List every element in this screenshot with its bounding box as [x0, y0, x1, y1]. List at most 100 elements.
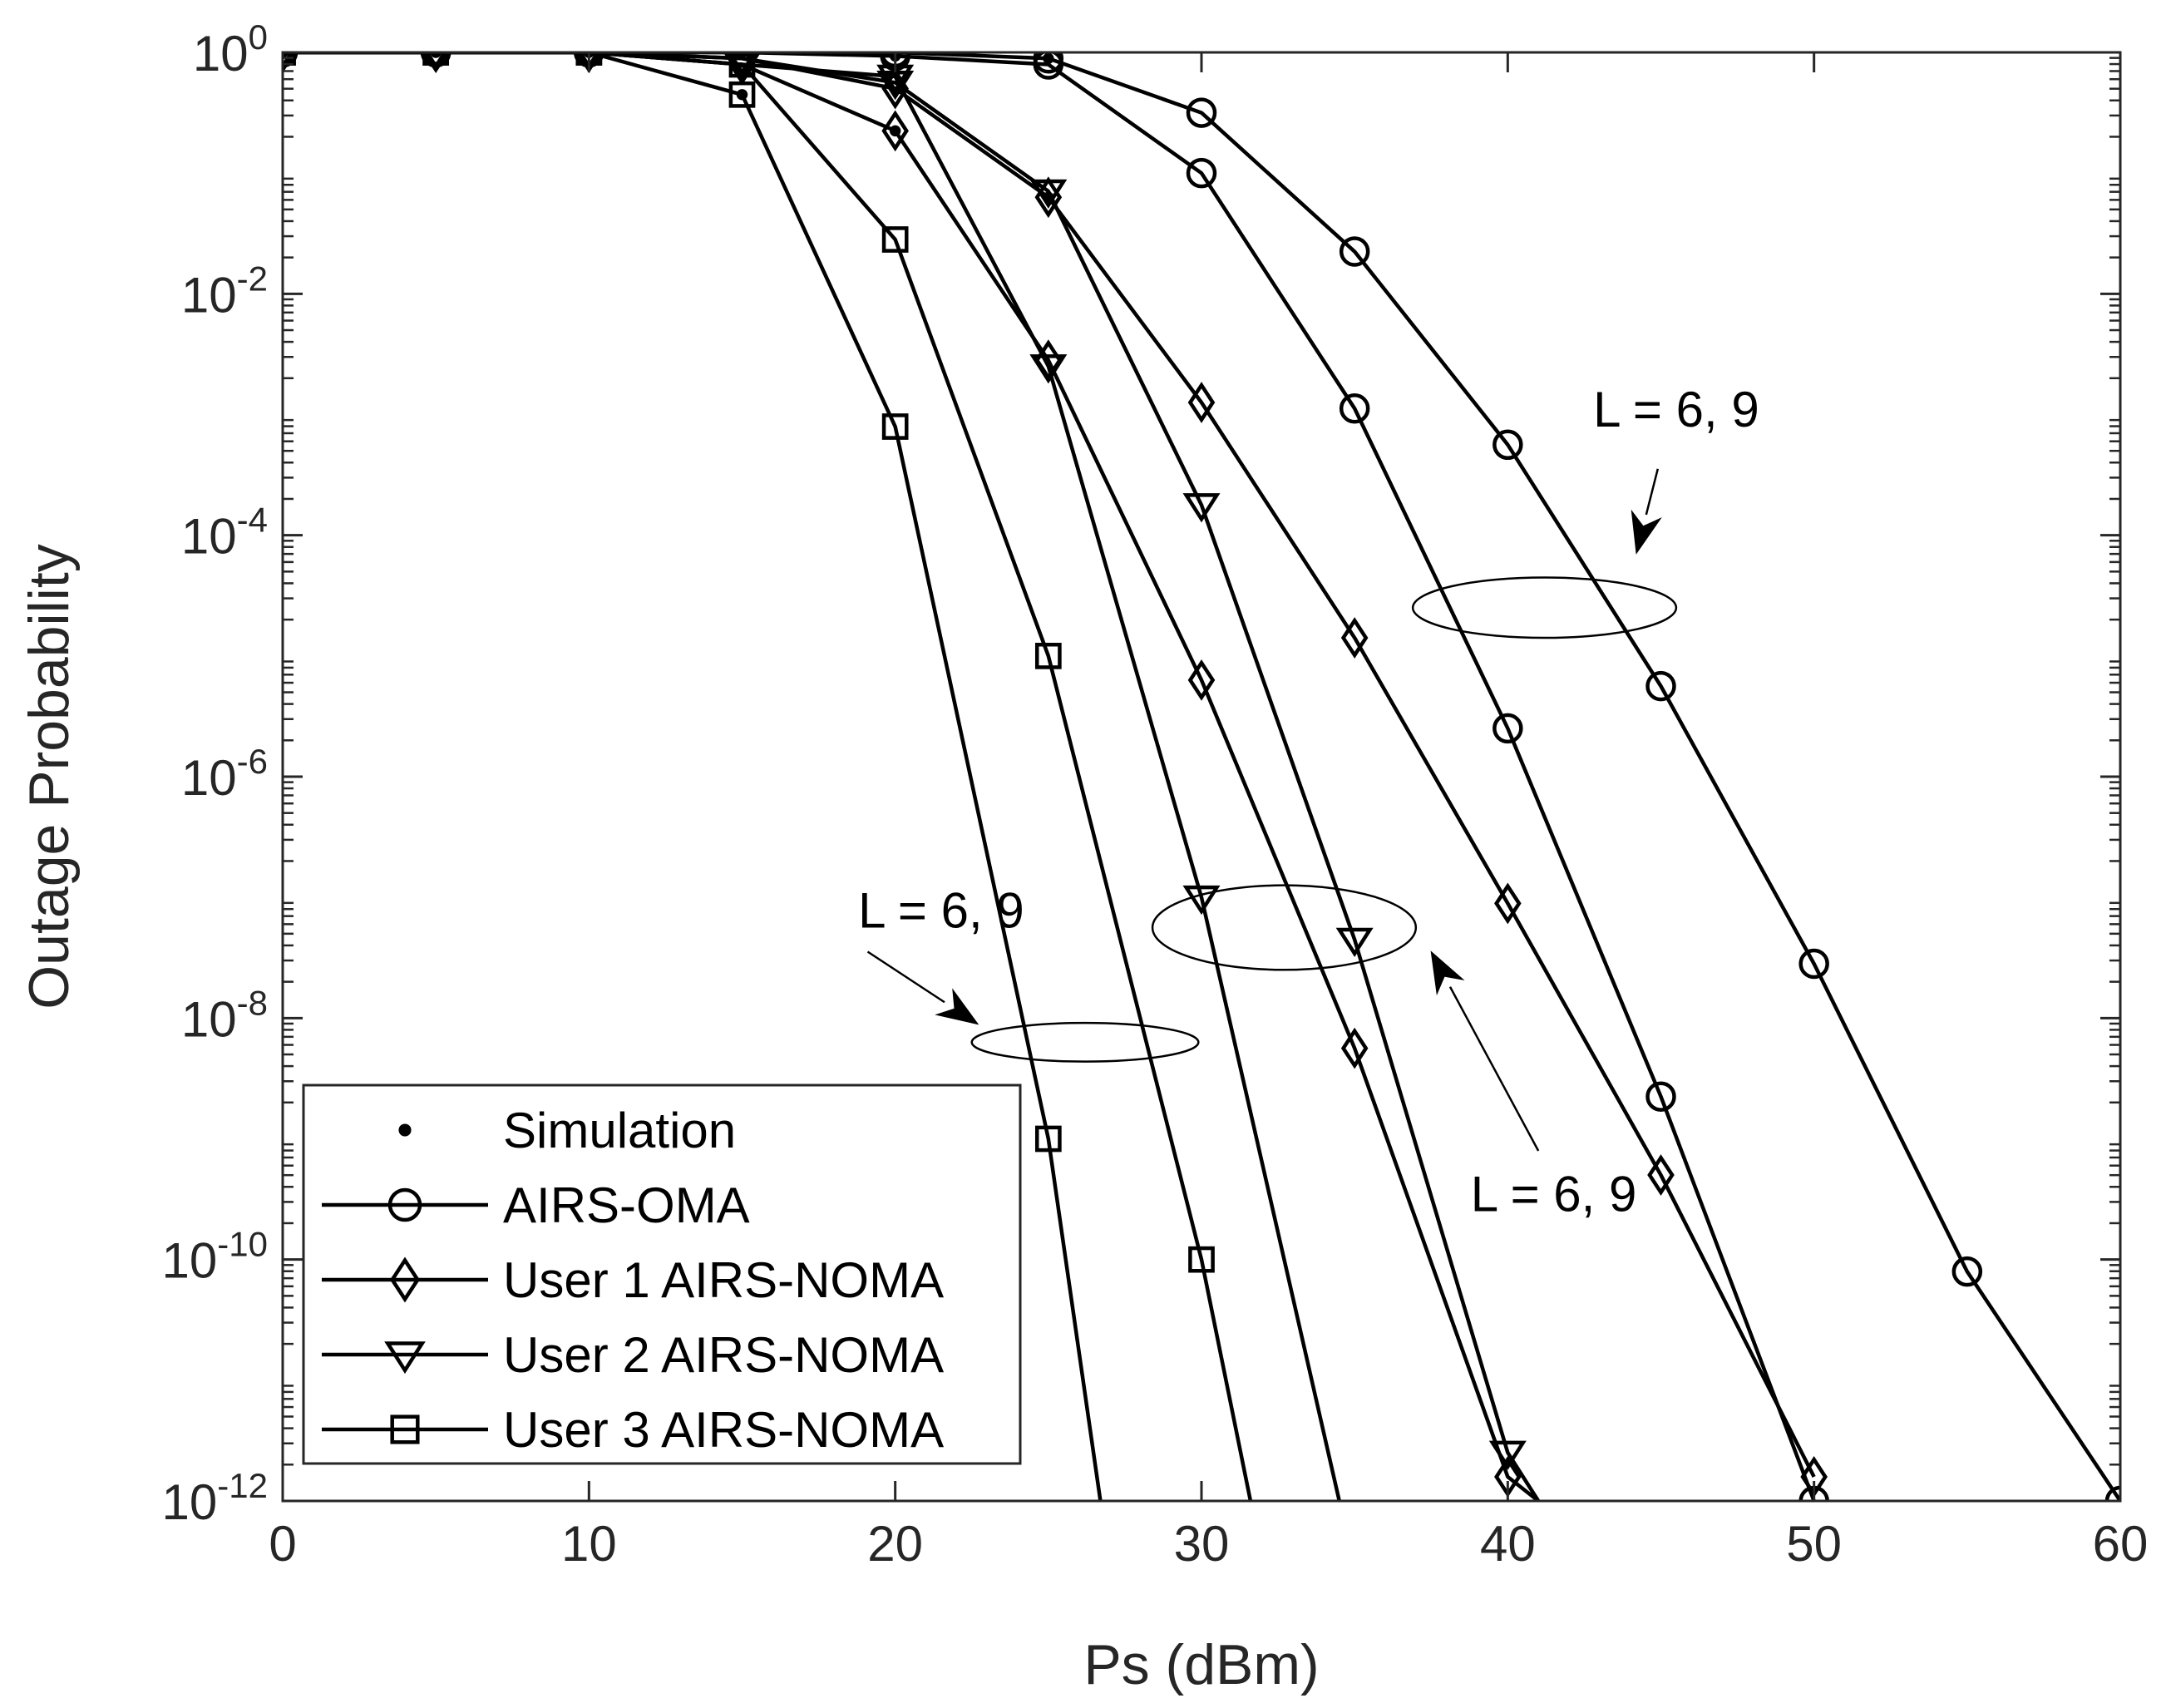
annotation-label: L = 6, 9 — [858, 882, 1024, 938]
data-point-circle — [1186, 157, 1217, 189]
series-line — [283, 52, 1341, 1501]
series-line — [283, 52, 1540, 1501]
legend-marker-dot — [398, 1123, 412, 1137]
data-point-triangle-down — [1029, 354, 1068, 384]
data-point-triangle-down — [1029, 179, 1068, 209]
data-point-circle — [1493, 713, 1523, 744]
x-tick-label: 50 — [1786, 1516, 1842, 1572]
data-point-diamond — [1340, 617, 1369, 659]
annotation-ellipse — [1411, 576, 1678, 639]
x-tick-label: 40 — [1480, 1516, 1536, 1572]
y-tick-label: 10-4 — [181, 501, 268, 565]
simulation-point — [1043, 52, 1054, 64]
legend-label: User 2 AIRS-NOMA — [503, 1327, 944, 1383]
simulation-point — [430, 52, 442, 58]
series-line — [283, 52, 1541, 1501]
legend-entry-diamond: User 1 AIRS-NOMA — [322, 1252, 944, 1308]
data-point-circle — [1798, 948, 1829, 980]
data-point-square — [728, 81, 756, 108]
annotation-ellipse — [1151, 884, 1418, 971]
annotation-2: L = 6, 9 — [858, 882, 1200, 1063]
legend-label: Simulation — [503, 1103, 736, 1158]
annotation-arrow-line — [866, 950, 945, 1004]
data-point-diamond — [1187, 659, 1216, 701]
legend-entry-circle: AIRS-OMA — [322, 1177, 750, 1233]
simulation-points — [283, 52, 1054, 203]
y-tick-label: 10-10 — [162, 1225, 268, 1289]
data-point-triangle-down — [876, 71, 915, 101]
y-tick-label: 10-8 — [181, 983, 268, 1047]
x-axis-title: Ps (dBm) — [1083, 1633, 1319, 1696]
data-point-square — [1188, 1246, 1215, 1273]
y-tick-label: 10-6 — [181, 742, 268, 806]
annotation-arrow-line — [1645, 468, 1660, 516]
annotation-label: L = 6, 9 — [1593, 382, 1759, 437]
series-layer — [283, 52, 2120, 1501]
simulation-point — [889, 125, 901, 137]
data-point-circle — [1951, 1256, 1983, 1287]
legend-marker-diamond — [390, 1256, 420, 1303]
data-point-square — [881, 413, 909, 440]
data-point-diamond — [1494, 882, 1522, 925]
y-tick-label: 10-12 — [162, 1466, 268, 1530]
y-tick-label: 100 — [193, 17, 268, 81]
data-point-triangle-down — [1335, 927, 1374, 957]
legend-marker-square — [390, 1414, 420, 1444]
series-line — [283, 52, 2120, 1501]
annotation-ellipse — [970, 1021, 1200, 1063]
x-tick-label: 10 — [561, 1516, 617, 1572]
legend-entry-dot: Simulation — [398, 1103, 736, 1158]
annotation-arrow-line — [1448, 986, 1540, 1152]
data-point-circle — [1339, 236, 1370, 267]
data-point-square — [1034, 1125, 1062, 1153]
legend-entry-triangle-down: User 2 AIRS-NOMA — [322, 1327, 944, 1383]
simulation-point — [736, 89, 748, 101]
data-point-diamond — [1187, 382, 1216, 423]
data-point-triangle-down — [283, 52, 294, 70]
x-tick-label: 60 — [2093, 1516, 2149, 1572]
legend: Simulation AIRS-OMA User 1 AIRS-NOMA User 2… — [302, 1084, 1022, 1465]
data-point-circle — [1645, 670, 1676, 702]
data-point-triangle-down — [1488, 1440, 1527, 1470]
simulation-point — [736, 52, 748, 58]
series-line — [283, 52, 1253, 1501]
annotation-label: L = 6, 9 — [1471, 1167, 1637, 1222]
data-point-circle — [1033, 52, 1064, 80]
annotation-arrowhead — [935, 988, 979, 1025]
series-line — [283, 52, 1816, 1501]
legend-marker-triangle-down — [384, 1341, 426, 1375]
data-point-circle — [1339, 392, 1370, 424]
legend-entry-square: User 3 AIRS-NOMA — [322, 1402, 944, 1458]
data-point-triangle-down — [424, 52, 447, 70]
legend-label: User 3 AIRS-NOMA — [503, 1402, 944, 1458]
legend-label: User 1 AIRS-NOMA — [503, 1252, 944, 1308]
data-point-triangle-down — [1182, 885, 1221, 916]
annotation-arrowhead — [1631, 509, 1662, 555]
legend-box — [302, 1084, 1022, 1465]
annotation-1: L = 6, 9 — [1411, 382, 1759, 639]
x-tick-label: 0 — [269, 1516, 296, 1572]
data-point-triangle-down — [1182, 493, 1221, 523]
simulation-point — [283, 52, 289, 58]
data-point-circle — [1186, 97, 1217, 128]
data-point-circle — [1493, 429, 1523, 461]
x-tick-label: 20 — [867, 1516, 923, 1572]
legend-marker-circle — [387, 1187, 422, 1222]
data-point-circle — [1645, 1081, 1676, 1112]
data-point-triangle-down — [727, 52, 757, 77]
data-point-diamond — [881, 110, 909, 152]
y-tick-label: 10-2 — [181, 259, 268, 323]
annotation-layer: L = 6, 9 L = 6, 9 L = 6, 9 — [858, 382, 1759, 1222]
data-point-diamond — [1340, 1027, 1369, 1069]
axis-ticks: 0 10 20 30 40 50 60 100 10-2 10-4 10-6 10-8 10-10 10-… — [162, 17, 2149, 1572]
y-axis-title: Outage Probability — [17, 544, 81, 1009]
simulation-point — [1043, 191, 1054, 203]
data-point-diamond — [1647, 1154, 1675, 1196]
legend-label: AIRS-OMA — [503, 1177, 750, 1233]
data-point-square — [881, 226, 909, 253]
data-point-square — [1034, 642, 1062, 669]
annotation-arrowhead — [1430, 950, 1465, 996]
x-tick-label: 30 — [1174, 1516, 1230, 1572]
annotation-3: L = 6, 9 — [1151, 884, 1637, 1222]
